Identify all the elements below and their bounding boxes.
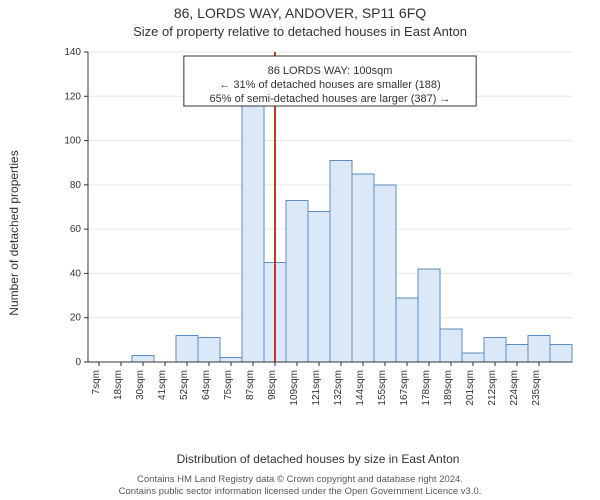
svg-text:20: 20 bbox=[70, 313, 82, 324]
bars-group bbox=[132, 105, 572, 362]
page-title: 86, LORDS WAY, ANDOVER, SP11 6FQ bbox=[0, 5, 600, 21]
y-axis-label-container: Number of detached properties bbox=[0, 0, 20, 500]
svg-text:167sqm: 167sqm bbox=[399, 370, 410, 406]
footer: Contains HM Land Registry data © Crown c… bbox=[0, 474, 600, 498]
svg-text:60: 60 bbox=[70, 224, 82, 235]
svg-text:132sqm: 132sqm bbox=[333, 370, 344, 406]
footer-line-1: Contains HM Land Registry data © Crown c… bbox=[0, 474, 600, 486]
svg-text:98sqm: 98sqm bbox=[267, 370, 278, 400]
legend-box: 86 LORDS WAY: 100sqm ← 31% of detached ho… bbox=[184, 56, 476, 106]
svg-text:65% of semi-detached houses ar: 65% of semi-detached houses are larger (… bbox=[210, 93, 451, 105]
svg-text:64sqm: 64sqm bbox=[201, 370, 212, 400]
chart-subtitle: Size of property relative to detached ho… bbox=[0, 24, 600, 39]
svg-text:201sqm: 201sqm bbox=[465, 370, 476, 406]
svg-text:144sqm: 144sqm bbox=[355, 370, 366, 406]
svg-text:109sqm: 109sqm bbox=[289, 370, 300, 406]
y-axis-label: Number of detached properties bbox=[7, 133, 21, 333]
x-axis: 7sqm 18sqm 30sqm 41sqm 52sqm 64sqm 75sqm 87sqm 9… bbox=[88, 362, 572, 406]
svg-text:41sqm: 41sqm bbox=[157, 370, 168, 400]
svg-text:75sqm: 75sqm bbox=[223, 370, 234, 400]
svg-text:80: 80 bbox=[70, 180, 82, 191]
svg-text:30sqm: 30sqm bbox=[135, 370, 146, 400]
svg-text:100: 100 bbox=[64, 136, 81, 147]
svg-text:121sqm: 121sqm bbox=[311, 370, 322, 406]
svg-text:189sqm: 189sqm bbox=[443, 370, 454, 406]
chart-container: 86, LORDS WAY, ANDOVER, SP11 6FQ Size of… bbox=[0, 0, 600, 500]
svg-text:0: 0 bbox=[75, 357, 81, 368]
svg-text:120: 120 bbox=[64, 91, 81, 102]
svg-text:40: 40 bbox=[70, 268, 82, 279]
footer-line-2: Contains public sector information licen… bbox=[0, 486, 600, 498]
y-axis: 0 20 40 60 80 100 120 140 bbox=[64, 47, 88, 368]
svg-text:86 LORDS WAY: 100sqm: 86 LORDS WAY: 100sqm bbox=[268, 65, 393, 77]
svg-text:7sqm: 7sqm bbox=[91, 370, 102, 394]
svg-text:178sqm: 178sqm bbox=[421, 370, 432, 406]
histogram-plot: 0 20 40 60 80 100 120 140 7sqm 18sqm 30sqm 41sqm 52… bbox=[58, 46, 578, 416]
svg-text:52sqm: 52sqm bbox=[179, 370, 190, 400]
svg-text:140: 140 bbox=[64, 47, 81, 58]
svg-text:235sqm: 235sqm bbox=[531, 370, 542, 406]
svg-text:155sqm: 155sqm bbox=[377, 370, 388, 406]
svg-text:212sqm: 212sqm bbox=[487, 370, 498, 406]
svg-text:224sqm: 224sqm bbox=[509, 370, 520, 406]
x-axis-label: Distribution of detached houses by size … bbox=[58, 452, 578, 466]
svg-text:18sqm: 18sqm bbox=[113, 370, 124, 400]
svg-text:87sqm: 87sqm bbox=[245, 370, 256, 400]
svg-text:← 31% of detached houses are s: ← 31% of detached houses are smaller (18… bbox=[219, 79, 440, 91]
